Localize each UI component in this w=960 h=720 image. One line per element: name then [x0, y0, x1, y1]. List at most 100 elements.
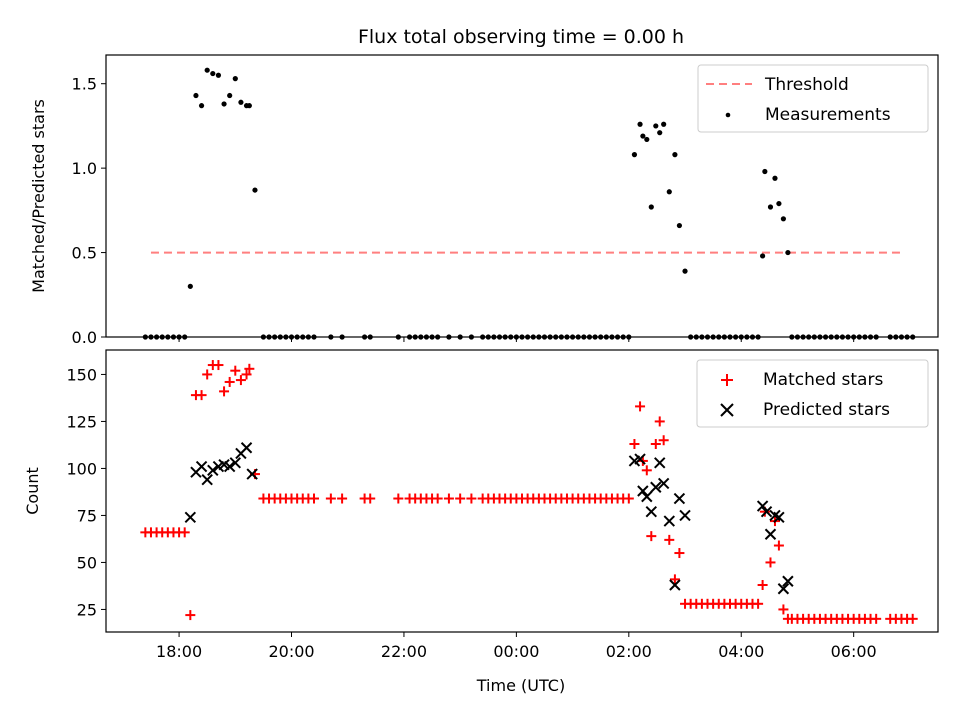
measurement-point [193, 92, 199, 99]
matched-star-point [871, 613, 882, 624]
predicted-star-point [240, 442, 253, 454]
x-tick-label: 06:00 [831, 642, 877, 661]
measurement-point [699, 334, 705, 340]
measurement-point [851, 334, 857, 340]
legend-threshold-label: Threshold [764, 75, 849, 95]
measurement-point [648, 204, 654, 210]
measurement-point [558, 334, 564, 340]
measurement-point [305, 334, 311, 340]
predicted-star-stroke-b [760, 505, 773, 518]
predicted-star-stroke-b [669, 579, 681, 591]
matched-star-point [196, 390, 207, 401]
matched-star-point [455, 493, 466, 504]
matched-star-point [753, 598, 764, 609]
top-y-axis-label: Matched/Predicted stars [29, 99, 48, 293]
measurement-point [873, 334, 879, 340]
predicted-star-point [645, 505, 658, 518]
matched-star-point [244, 363, 255, 374]
measurement-point [845, 334, 851, 340]
measurement-point [637, 121, 643, 127]
top-series [142, 67, 916, 340]
measurement-point [603, 334, 609, 340]
bottom-y-tick-label: 50 [77, 553, 97, 572]
matched-star-point [658, 435, 669, 446]
predicted-star-stroke-b [756, 500, 769, 512]
predicted-star-point [184, 511, 197, 524]
measurement-point [682, 268, 688, 274]
measurement-point [530, 334, 536, 340]
matched-star-point [365, 493, 376, 504]
measurement-point [395, 334, 401, 340]
measurement-point [834, 334, 840, 340]
measurement-point [738, 334, 744, 340]
predicted-star-point [246, 468, 258, 480]
matched-star-point [235, 375, 246, 386]
measurement-point [828, 334, 834, 340]
measurement-point [429, 334, 435, 340]
measurement-point [142, 334, 148, 340]
measurement-point [412, 334, 418, 340]
top-legend-box [697, 64, 929, 133]
predicted-star-stroke-b [673, 492, 686, 505]
predicted-star-stroke-b [645, 505, 658, 518]
matched-star-point [907, 613, 918, 624]
predicted-star-point [782, 575, 794, 587]
predicted-star-point [657, 477, 670, 490]
x-tick-label: 04:00 [718, 642, 764, 661]
measurement-point [187, 283, 193, 289]
measurement-point [780, 216, 787, 222]
matched-star-point [185, 610, 196, 621]
measurement-point [767, 204, 774, 210]
measurement-point [232, 76, 238, 82]
matched-star-point [650, 439, 661, 449]
measurement-point [339, 334, 345, 340]
measurement-point [904, 334, 910, 340]
measurement-point [887, 334, 893, 340]
measurement-point [785, 249, 791, 256]
measurement-point [446, 334, 452, 340]
measurement-point [733, 334, 739, 340]
top-y-tick-label: 1.0 [72, 159, 97, 178]
predicted-star-stroke-b [229, 457, 242, 469]
measurement-point [246, 103, 252, 109]
matched-star-point [623, 493, 634, 504]
measurement-point [614, 334, 621, 340]
measurement-point [672, 152, 678, 158]
matched-star-point [393, 493, 404, 504]
measurement-point [519, 334, 525, 340]
predicted-star-point [679, 509, 691, 522]
matched-star-point [179, 527, 190, 538]
measurement-point [170, 334, 177, 340]
measurement-point [657, 130, 663, 136]
predicted-star-point [207, 464, 219, 477]
predicted-star-stroke-b [650, 481, 662, 493]
measurement-point [221, 101, 227, 107]
matched-star-point [309, 493, 319, 504]
measurement-point [148, 334, 154, 340]
bottom-y-tick-label: 75 [77, 506, 97, 525]
measurement-point [755, 334, 761, 340]
measurement-point [227, 92, 233, 99]
top-y-tick-label: 0.0 [72, 328, 97, 347]
predicted-star-stroke-b [657, 477, 670, 490]
matched-star-point [224, 376, 235, 387]
bottom-legend-box [696, 359, 929, 428]
predicted-star-point [223, 460, 236, 473]
measurement-point [772, 175, 778, 181]
measurement-point [283, 334, 289, 340]
measurement-point [238, 99, 244, 105]
x-tick-label: 22:00 [381, 642, 427, 661]
predicted-star-point [756, 500, 769, 512]
predicted-star-point [777, 583, 790, 595]
bottom-series [140, 360, 918, 624]
bottom-y-ticks: 25 50 75 100 125 150 [66, 365, 106, 619]
predicted-star-stroke-b [764, 528, 777, 540]
matched-star-point [646, 531, 657, 542]
measurement-point [592, 334, 598, 340]
predicted-star-point [673, 492, 686, 505]
legend-measurements-label: Measurements [765, 105, 891, 125]
measurement-point [198, 103, 205, 109]
x-tick-label: 18:00 [156, 642, 202, 661]
predicted-star-point [764, 528, 777, 540]
measurement-point [716, 334, 722, 340]
